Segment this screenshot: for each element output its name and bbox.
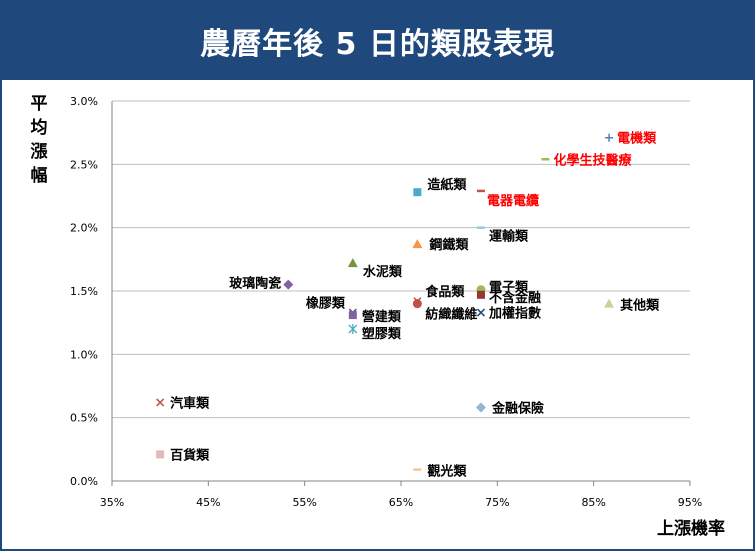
y-tick-label: 0.0%	[70, 475, 98, 488]
point-label: 電子類	[489, 281, 529, 296]
point-x-marker	[156, 398, 165, 407]
y-tick-label: 3.0%	[70, 95, 98, 108]
point-square-marker	[476, 290, 485, 299]
chart-title: 農曆年後 5 日的類股表現	[2, 2, 753, 80]
x-tick-label: 95%	[678, 496, 702, 509]
x-tick-label: 35%	[100, 496, 124, 509]
point-label: 塑膠類	[362, 326, 402, 342]
point-label: 食品類	[425, 284, 465, 300]
point-label: 鋼鐵類	[428, 237, 469, 253]
point-plus-marker	[605, 133, 614, 142]
y-tick-label: 1.0%	[70, 348, 98, 361]
point-triangle-marker	[347, 258, 358, 268]
point-triangle-marker	[604, 298, 615, 308]
point-label: 運輸類	[489, 229, 529, 245]
point-label: 紡織纖維	[425, 307, 477, 323]
y-tick-label: 1.5%	[70, 285, 98, 298]
point-label: 化學生技醫療	[554, 152, 633, 168]
point-square-marker	[348, 311, 357, 320]
point-label: 百貨類	[170, 447, 210, 463]
x-tick-label: 65%	[389, 496, 413, 509]
x-tick-label: 75%	[485, 496, 509, 509]
point-label: 水泥類	[363, 264, 403, 280]
point-label: 汽車類	[170, 395, 210, 411]
y-tick-label: 2.5%	[70, 158, 98, 171]
point-label: 營建類	[362, 309, 402, 325]
y-axis-label: 平均漲幅	[30, 94, 48, 186]
y-tick-label: 0.5%	[70, 412, 98, 425]
x-tick-label: 45%	[196, 496, 220, 509]
point-diamond-marker	[283, 279, 294, 290]
point-square-marker	[413, 188, 422, 197]
point-x-marker	[476, 308, 485, 317]
x-axis-label: 上漲機率	[657, 519, 725, 539]
y-tick-label: 2.0%	[70, 222, 98, 235]
point-square-marker	[156, 450, 165, 459]
point-label: 金融保險	[491, 401, 544, 417]
point-diamond-marker	[475, 402, 486, 413]
point-circle-marker	[412, 299, 422, 309]
point-label: 玻璃陶瓷	[229, 276, 281, 292]
point-label: 造紙類	[427, 177, 467, 193]
point-label: 電器電纜	[487, 193, 539, 209]
x-tick-label: 85%	[581, 496, 605, 509]
point-label: 觀光類	[427, 464, 467, 480]
point-star-marker	[348, 324, 358, 334]
point-triangle-marker	[412, 239, 423, 249]
point-label: 電機類	[617, 131, 657, 147]
x-tick-label: 55%	[292, 496, 316, 509]
point-label: 其他類	[620, 298, 660, 314]
point-label: 橡膠類	[306, 296, 346, 312]
point-label: 加權指數	[488, 306, 541, 322]
point-label: 不含金融	[489, 290, 541, 306]
